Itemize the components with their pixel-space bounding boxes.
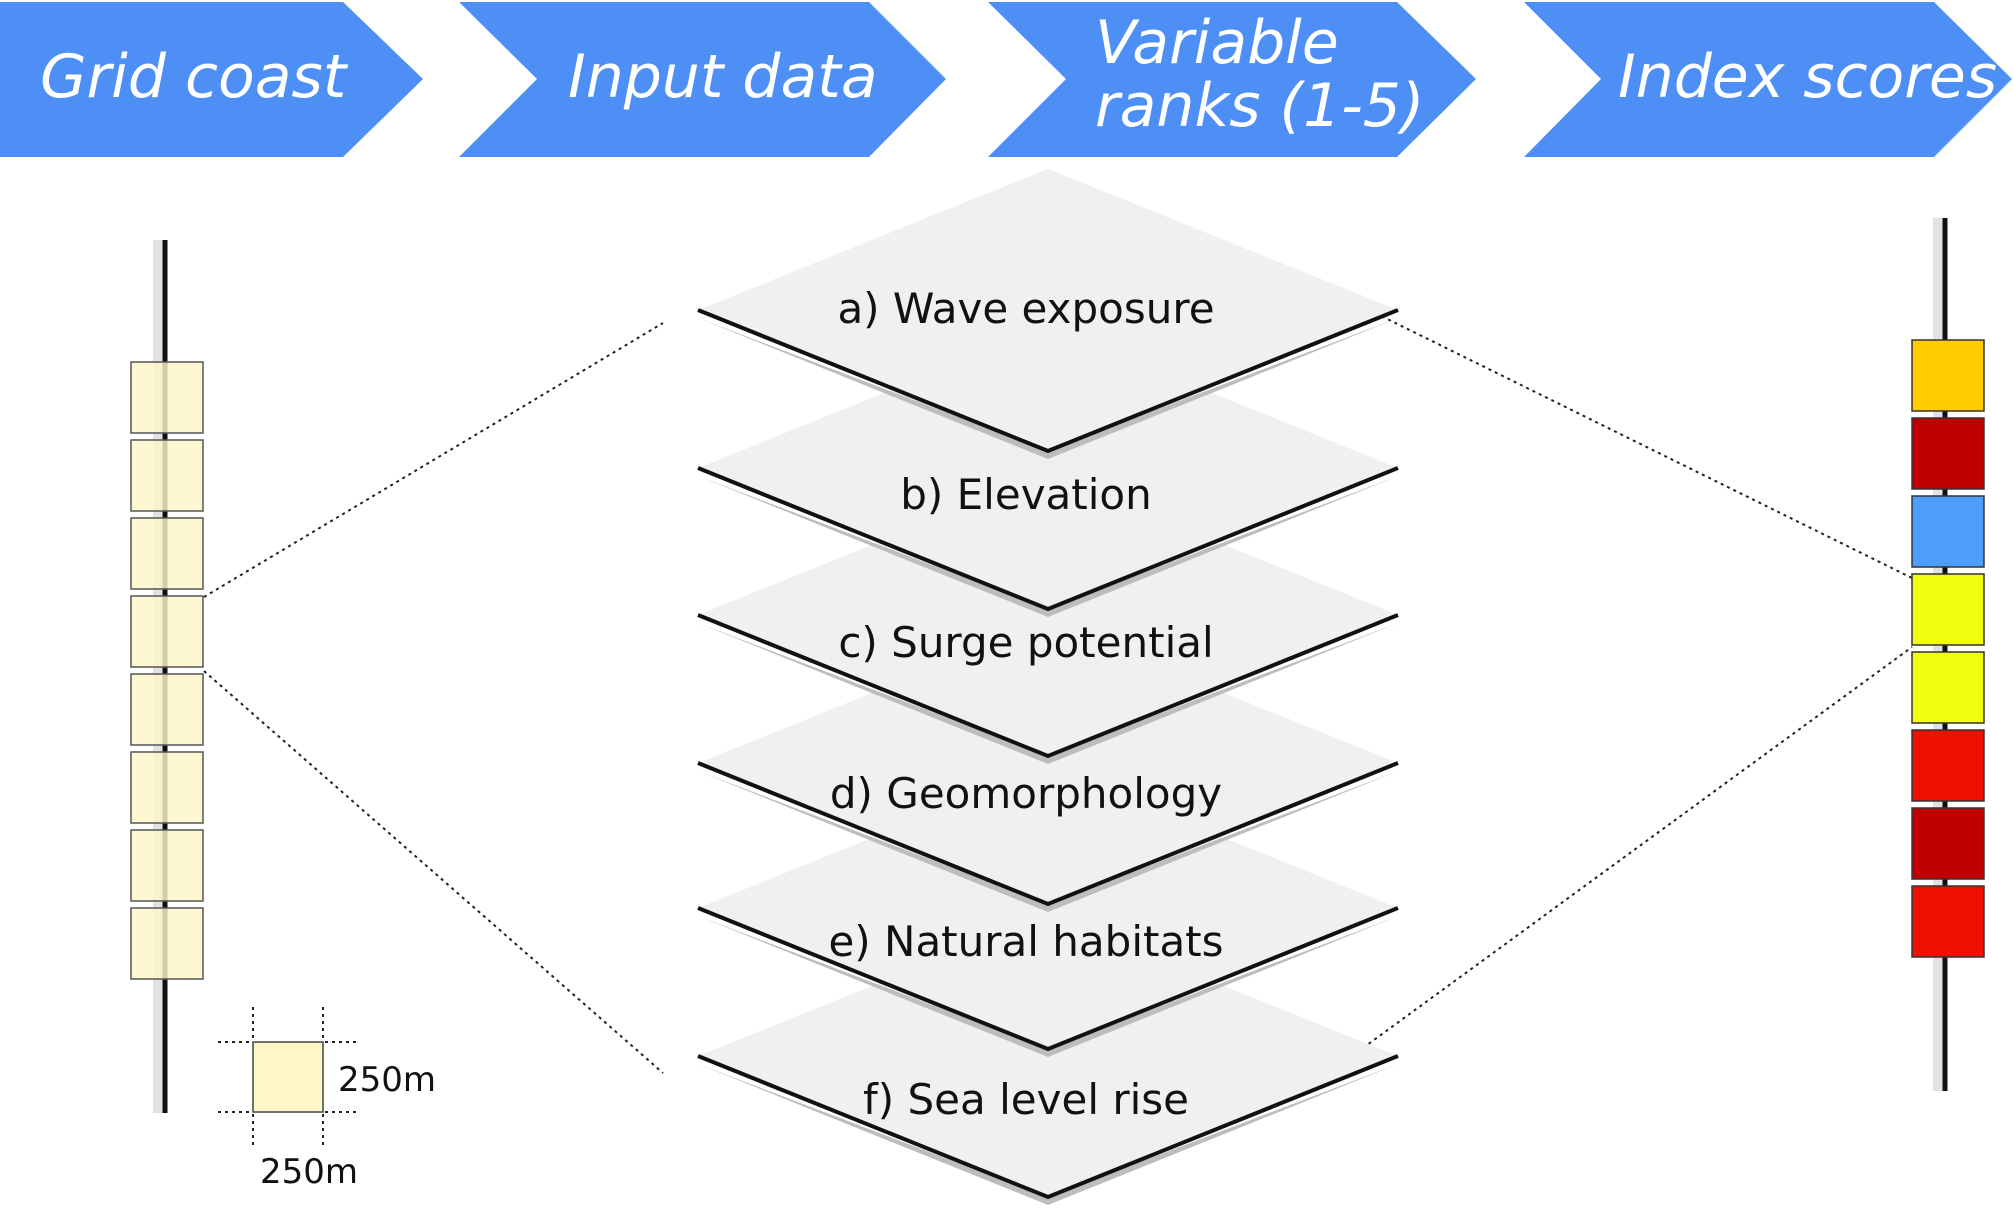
index-score-cell bbox=[1911, 729, 1985, 802]
grid-cell bbox=[130, 907, 204, 980]
grid-cells bbox=[130, 361, 204, 980]
step-grid-coast: Grid coast bbox=[0, 2, 423, 157]
scale-cell bbox=[252, 1041, 324, 1113]
scale-height-label: 250m bbox=[338, 1060, 436, 1100]
connector-left-bottom bbox=[203, 670, 664, 1074]
grid-cell bbox=[130, 595, 204, 668]
index-score-cell bbox=[1911, 573, 1985, 646]
step-arrow-shape bbox=[459, 2, 946, 157]
layer-label: f) Sea level rise bbox=[863, 1075, 1189, 1124]
step-label-line2: ranks (1-5) bbox=[1095, 71, 1424, 141]
step-arrow-shape bbox=[0, 2, 423, 157]
step-arrow-shape bbox=[988, 2, 1476, 157]
scale-width-label: 250m bbox=[260, 1152, 358, 1192]
index-score-cell bbox=[1911, 339, 1985, 412]
layer-edge bbox=[697, 308, 1399, 454]
grid-cell bbox=[130, 751, 204, 824]
layer-label: c) Surge potential bbox=[838, 618, 1213, 667]
index-score-cell bbox=[1911, 417, 1985, 490]
step-label: Grid coast bbox=[40, 42, 349, 112]
layer-label: b) Elevation bbox=[900, 470, 1152, 519]
index-score-cell bbox=[1911, 651, 1985, 724]
layer-edge bbox=[697, 1054, 1399, 1200]
step-index-scores: Index scores bbox=[1524, 2, 2012, 157]
layer-edge bbox=[697, 613, 1399, 759]
step-label-line1: Variable bbox=[1095, 8, 1339, 78]
index-score-strip bbox=[1911, 218, 1985, 1091]
layer-edge bbox=[697, 466, 1399, 612]
index-cells bbox=[1911, 339, 1985, 958]
variable-layers: f) Sea level rise e) Natural habitats d) G… bbox=[697, 169, 1399, 1205]
grid-cell bbox=[130, 439, 204, 512]
connector-right-bottom bbox=[1362, 646, 1913, 1049]
layer-1: a) Wave exposure bbox=[697, 169, 1399, 459]
grid-cell bbox=[130, 829, 204, 902]
index-score-cell bbox=[1911, 495, 1985, 568]
step-input-data: Input data bbox=[459, 2, 946, 157]
layer-label: e) Natural habitats bbox=[828, 917, 1223, 966]
connector-lines bbox=[203, 306, 1913, 1074]
layer-label: a) Wave exposure bbox=[837, 284, 1214, 333]
index-score-cell bbox=[1911, 807, 1985, 880]
layer-edge bbox=[697, 761, 1399, 907]
layer-2: b) Elevation bbox=[697, 327, 1399, 617]
step-variable-ranks: Variable ranks (1-5) bbox=[988, 2, 1476, 157]
step-arrow-shape bbox=[1524, 2, 2012, 157]
grid-cell bbox=[130, 517, 204, 590]
step-label: Input data bbox=[568, 42, 878, 112]
grid-cell bbox=[130, 673, 204, 746]
layer-edge bbox=[697, 906, 1399, 1052]
cell-scale-legend: 250m 250m bbox=[218, 1007, 436, 1192]
layer-label: d) Geomorphology bbox=[830, 769, 1222, 818]
connector-left-top bbox=[203, 322, 664, 598]
connector-right-top bbox=[1362, 306, 1913, 579]
step-label: Index scores bbox=[1618, 42, 1997, 112]
index-score-cell bbox=[1911, 885, 1985, 958]
process-steps: Grid coast Input data Variable ranks (1-… bbox=[0, 2, 2012, 157]
grid-coast-strip bbox=[130, 240, 204, 1113]
grid-cell bbox=[130, 361, 204, 434]
